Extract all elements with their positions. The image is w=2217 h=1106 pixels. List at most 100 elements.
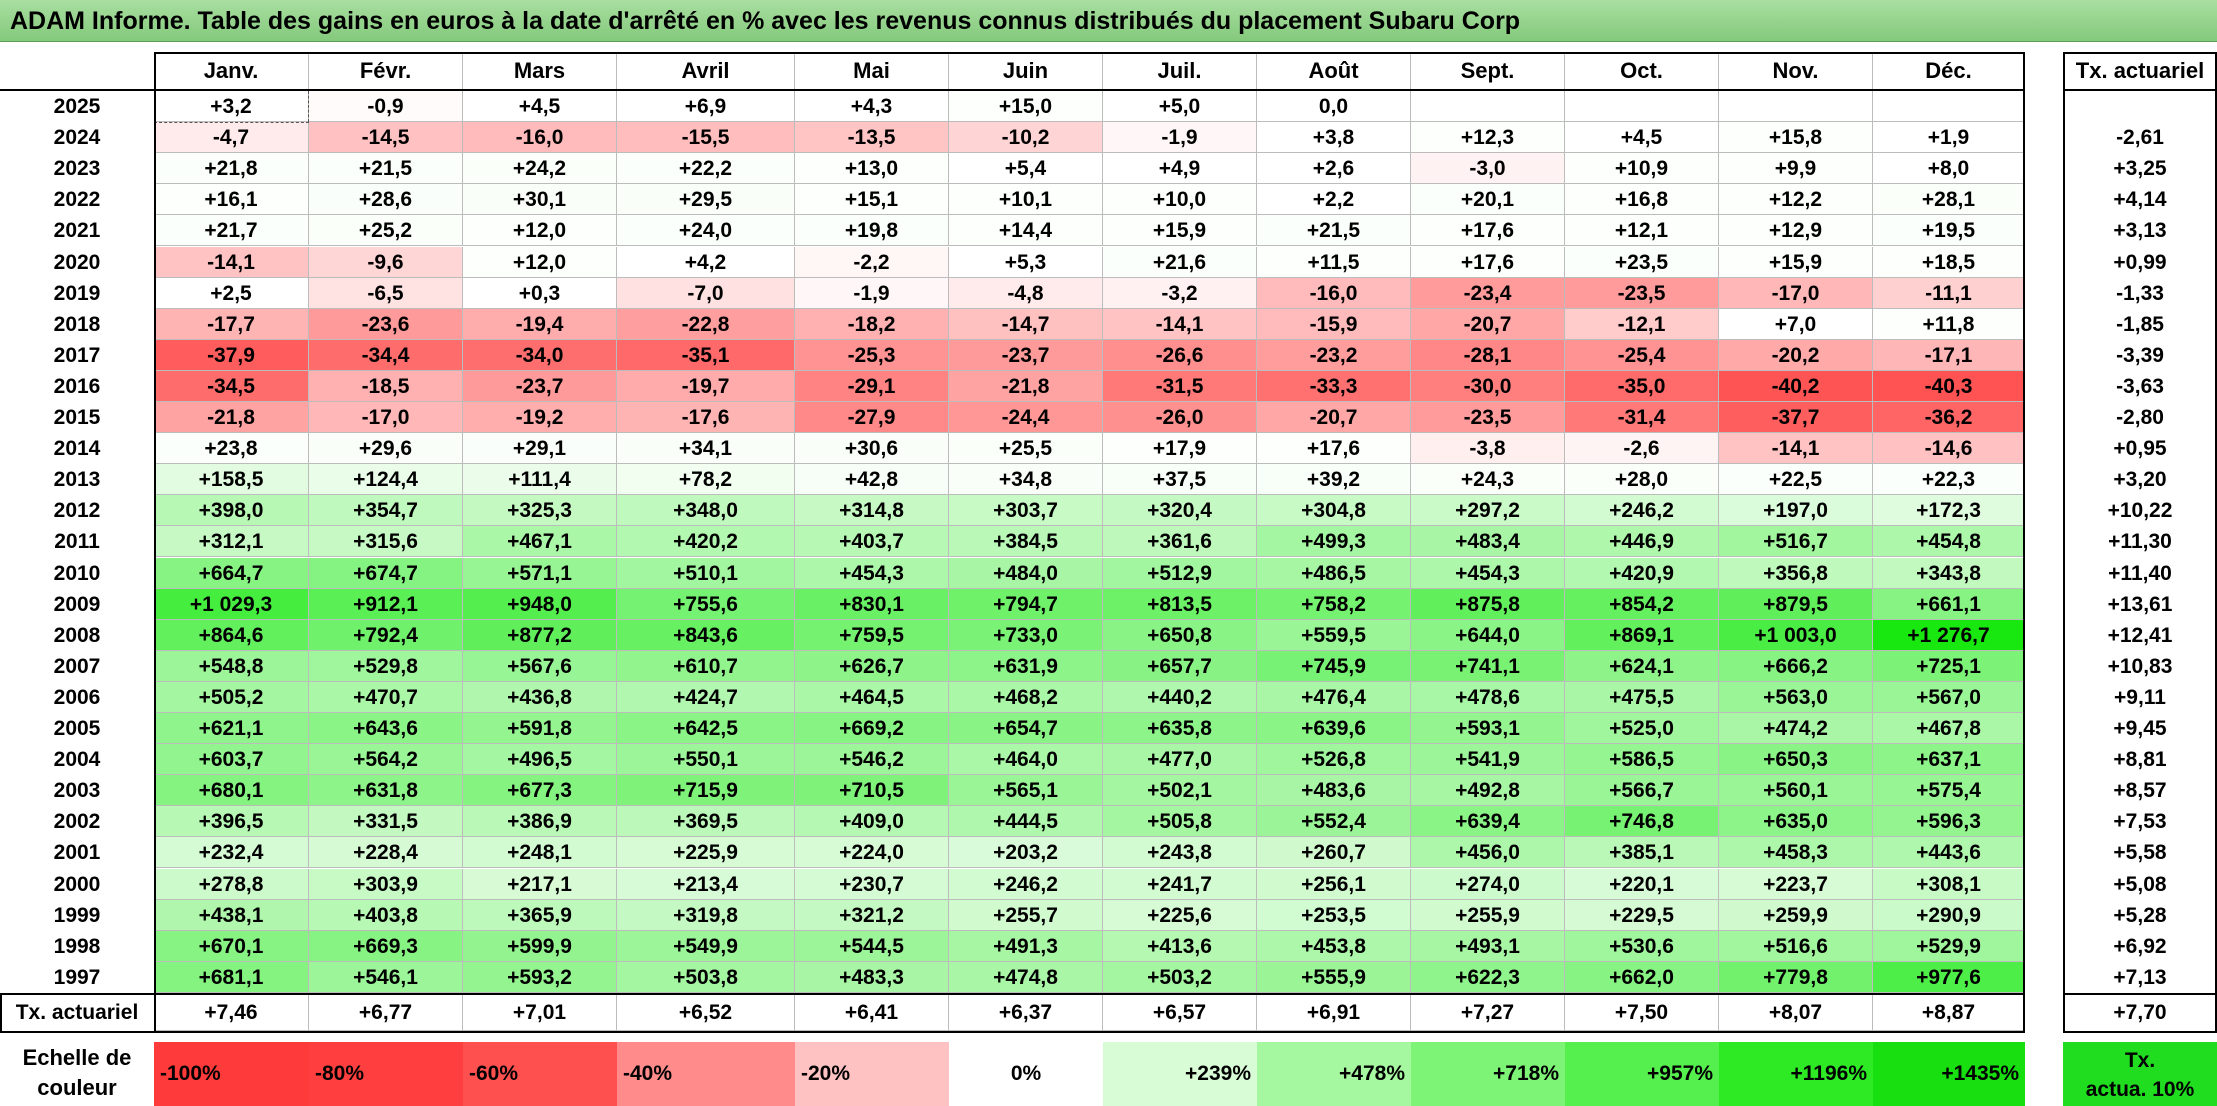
table-cell: +255,9: [1411, 899, 1565, 931]
table-cell: -10,2: [949, 122, 1103, 154]
month-header: Mai: [795, 52, 949, 90]
table-cell: -1,9: [1103, 122, 1257, 154]
table-cell: -1,9: [795, 277, 949, 309]
color-scale-swatch: +718%: [1411, 1042, 1565, 1106]
table-cell: +650,3: [1719, 744, 1873, 776]
table-cell: +16,1: [154, 184, 309, 216]
table-cell: +312,1: [154, 526, 309, 558]
table-cell: +669,2: [795, 713, 949, 745]
table-cell: +567,6: [463, 650, 617, 682]
table-cell: +599,9: [463, 930, 617, 962]
table-cell: 0,0: [1257, 91, 1411, 123]
table-cell: +948,0: [463, 588, 617, 620]
current-month-marker-side: [308, 91, 309, 123]
table-cell: +213,4: [617, 868, 795, 900]
year-label: 1997: [0, 961, 154, 993]
table-cell: +666,2: [1719, 650, 1873, 682]
table-cell: -20,7: [1411, 308, 1565, 340]
table-cell: +308,1: [1873, 868, 2025, 900]
footer-cell: +7,27: [1411, 994, 1565, 1031]
table-cell: +526,8: [1257, 744, 1411, 776]
footer-tx: +7,70: [2063, 994, 2217, 1031]
table-cell: -23,7: [463, 370, 617, 402]
table-cell: +555,9: [1257, 961, 1411, 993]
table-cell: -7,0: [617, 277, 795, 309]
table-cell: +499,3: [1257, 526, 1411, 558]
table-cell: +1,9: [1873, 122, 2025, 154]
table-cell: +290,9: [1873, 899, 2025, 931]
table-cell: +603,7: [154, 744, 309, 776]
table-cell: -17,1: [1873, 339, 2025, 371]
tx-cell: +5,28: [2063, 899, 2217, 931]
table-cell: +20,1: [1411, 184, 1565, 216]
table-cell: +626,7: [795, 650, 949, 682]
year-label: 2000: [0, 868, 154, 900]
table-cell: +1 029,3: [154, 588, 309, 620]
table-cell: +3,8: [1257, 122, 1411, 154]
table-cell: +17,6: [1411, 246, 1565, 278]
table-cell: +440,2: [1103, 681, 1257, 713]
table-cell: +158,5: [154, 464, 309, 496]
table-cell: +6,9: [617, 91, 795, 123]
table-cell: +464,0: [949, 744, 1103, 776]
table-cell: +458,3: [1719, 837, 1873, 869]
table-cell: +396,5: [154, 806, 309, 838]
table-cell: -4,7: [154, 122, 309, 154]
table-cell: -19,2: [463, 402, 617, 434]
table-cell: +4,2: [617, 246, 795, 278]
table-cell: +15,0: [949, 91, 1103, 123]
table-cell: -17,0: [1719, 277, 1873, 309]
table-cell: +11,5: [1257, 246, 1411, 278]
table-cell: +624,1: [1565, 650, 1719, 682]
year-label: 2016: [0, 370, 154, 402]
year-label: 2010: [0, 557, 154, 589]
year-label: 2025: [0, 91, 154, 123]
table-cell: -17,0: [309, 402, 463, 434]
table-cell: +42,8: [795, 464, 949, 496]
table-cell: +12,1: [1565, 215, 1719, 247]
table-cell: +710,5: [795, 775, 949, 807]
table-cell: +4,9: [1103, 153, 1257, 185]
table-cell: +314,8: [795, 495, 949, 527]
year-label: 2011: [0, 526, 154, 558]
table-cell: -4,8: [949, 277, 1103, 309]
table-cell: +223,7: [1719, 868, 1873, 900]
table-cell: +241,7: [1103, 868, 1257, 900]
table-cell: +17,6: [1257, 433, 1411, 465]
table-cell: +386,9: [463, 806, 617, 838]
table-cell: -31,4: [1565, 402, 1719, 434]
table-cell: +596,3: [1873, 806, 2025, 838]
table-cell: +725,1: [1873, 650, 2025, 682]
table-cell: +420,9: [1565, 557, 1719, 589]
tx-cell: +0,99: [2063, 246, 2217, 278]
tx-cell: +12,41: [2063, 619, 2217, 651]
footer-cell: +7,01: [463, 994, 617, 1031]
table-cell: -40,3: [1873, 370, 2025, 402]
month-header: Août: [1257, 52, 1411, 90]
tx-header-separator: [2063, 89, 2217, 91]
table-cell: -35,1: [617, 339, 795, 371]
table-cell: +715,9: [617, 775, 795, 807]
table-cell: -29,1: [795, 370, 949, 402]
table-cell: +550,1: [617, 744, 795, 776]
table-cell: -40,2: [1719, 370, 1873, 402]
table-cell: +516,7: [1719, 526, 1873, 558]
year-label: 2021: [0, 215, 154, 247]
color-scale-swatch: +239%: [1103, 1042, 1257, 1106]
table-cell: +225,6: [1103, 899, 1257, 931]
year-label: 2002: [0, 806, 154, 838]
table-cell: +34,8: [949, 464, 1103, 496]
color-scale-tx-line2: actua. 10%: [2085, 1078, 2195, 1101]
tx-cell: [2063, 91, 2217, 123]
table-cell: -19,4: [463, 308, 617, 340]
tx-cell: +9,11: [2063, 681, 2217, 713]
table-cell: +512,9: [1103, 557, 1257, 589]
table-cell: +21,6: [1103, 246, 1257, 278]
color-scale-swatch: -80%: [309, 1042, 463, 1106]
table-cell: +492,8: [1411, 775, 1565, 807]
table-cell: +348,0: [617, 495, 795, 527]
table-cell: +21,7: [154, 215, 309, 247]
table-cell: +278,8: [154, 868, 309, 900]
table-cell: +854,2: [1565, 588, 1719, 620]
tx-header: Tx. actuariel: [2063, 52, 2217, 90]
